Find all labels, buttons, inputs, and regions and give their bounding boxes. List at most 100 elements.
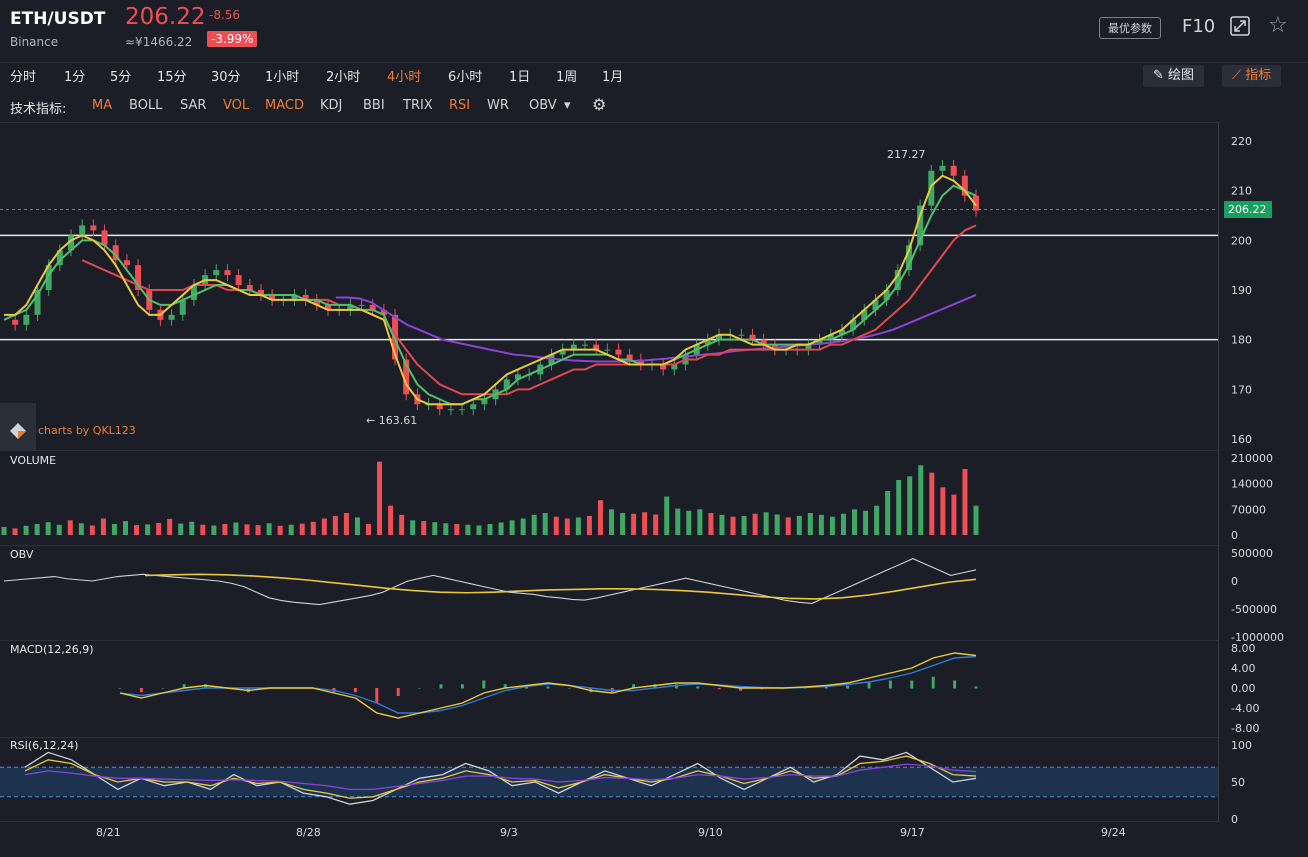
volume-bar xyxy=(752,513,758,535)
volume-bar xyxy=(189,521,195,535)
timeframe-10[interactable]: 1周 xyxy=(556,70,578,85)
macd-histogram-bar xyxy=(824,686,828,689)
macd-histogram-bar xyxy=(696,686,700,689)
timeframe-4[interactable]: 30分 xyxy=(211,70,241,85)
candle-body xyxy=(90,225,97,231)
x-tick: 8/28 xyxy=(296,826,321,839)
macd-histogram-bar xyxy=(953,680,957,689)
price-y-tick: 220 xyxy=(1231,135,1252,148)
candle-body xyxy=(325,304,331,310)
indicator-rsi[interactable]: RSI xyxy=(449,98,471,113)
candle-body xyxy=(615,349,622,355)
timeframe-3[interactable]: 15分 xyxy=(157,70,187,85)
indicator-wr[interactable]: WR xyxy=(487,98,509,113)
macd-histogram-bar xyxy=(867,682,871,689)
ma-purple-line xyxy=(335,294,977,363)
volume-bar xyxy=(774,514,780,535)
cny-price: ≈¥1466.22 xyxy=(125,35,193,49)
candle-body xyxy=(112,245,119,261)
volume-bar xyxy=(697,509,703,535)
indicator-boll[interactable]: BOLL xyxy=(129,98,163,113)
divider xyxy=(0,821,1218,822)
candle-body xyxy=(459,409,466,411)
indicator-vol[interactable]: VOL xyxy=(223,98,250,113)
fullscreen-icon[interactable] xyxy=(1230,16,1250,36)
candle-body xyxy=(660,364,667,370)
indicator-obv[interactable]: OBV xyxy=(529,98,557,113)
rsi-line-2 xyxy=(24,763,977,791)
macd-histogram-bar xyxy=(739,688,743,691)
timeframe-2[interactable]: 5分 xyxy=(110,70,132,85)
indicator-bbi[interactable]: BBI xyxy=(363,98,385,113)
macd-panel-label: MACD(12,26,9) xyxy=(10,643,94,656)
divider xyxy=(0,545,1218,546)
candle-body xyxy=(894,270,901,290)
macd-histogram-bar xyxy=(653,684,657,689)
timeframe-9[interactable]: 1日 xyxy=(509,70,531,85)
volume-bar xyxy=(642,512,648,535)
timeframe-5[interactable]: 1小时 xyxy=(265,70,300,85)
indicator-trix[interactable]: TRIX xyxy=(403,98,433,113)
volume-bar xyxy=(896,480,902,535)
f10-button[interactable]: F10 xyxy=(1182,16,1216,37)
favorite-star-icon[interactable]: ☆ xyxy=(1268,13,1288,38)
timeframe-1[interactable]: 1分 xyxy=(64,70,86,85)
gear-icon[interactable]: ⚙ xyxy=(592,95,607,114)
volume-bar xyxy=(145,524,151,535)
volume-y-tick: 0 xyxy=(1231,529,1238,542)
indicator-sar[interactable]: SAR xyxy=(180,98,207,113)
candle-body xyxy=(738,334,745,336)
volume-bar xyxy=(487,524,493,535)
timeframe-6[interactable]: 2小时 xyxy=(326,70,361,85)
candle-body xyxy=(905,245,912,271)
volume-bar xyxy=(244,524,250,535)
candle-body xyxy=(593,344,600,350)
candle-body xyxy=(939,165,946,171)
timeframe-7[interactable]: 4小时 xyxy=(387,70,422,85)
volume-bar xyxy=(951,494,957,535)
volume-bar xyxy=(818,514,824,535)
macd-histogram-bar xyxy=(182,684,186,689)
volume-bar xyxy=(465,524,471,535)
volume-bar xyxy=(123,521,128,535)
macd-histogram-bar xyxy=(375,688,379,704)
volume-bar xyxy=(620,513,626,535)
candle-body xyxy=(570,344,577,350)
volume-bar xyxy=(167,518,173,535)
pair-name: ETH/USDT xyxy=(10,9,106,29)
timeframe-0[interactable]: 分时 xyxy=(10,70,37,85)
timeframe-8[interactable]: 6小时 xyxy=(448,70,483,85)
indicator-macd[interactable]: MACD xyxy=(265,98,304,113)
volume-bar xyxy=(410,520,416,535)
candle-body xyxy=(436,404,443,410)
indicator-ma[interactable]: MA xyxy=(92,98,113,113)
x-tick: 8/21 xyxy=(96,826,121,839)
draw-tool-button[interactable]: ✎ 绘图 xyxy=(1143,65,1205,87)
best-params-button[interactable]: 最优参数 xyxy=(1099,17,1161,39)
indicators-button[interactable]: ⟋ 指标 xyxy=(1222,65,1282,87)
candle-body xyxy=(973,195,979,211)
volume-bar xyxy=(609,509,614,535)
exchange-name: Binance xyxy=(10,35,59,49)
obv-y-tick: 500000 xyxy=(1231,547,1273,560)
divider xyxy=(0,450,1218,451)
volume-bar xyxy=(664,496,670,535)
candle-body xyxy=(481,399,488,405)
candle-body xyxy=(447,409,454,411)
volume-bar xyxy=(134,525,140,535)
macd-y-tick: -8.00 xyxy=(1231,722,1259,735)
candle-body xyxy=(313,299,320,305)
timeframe-11[interactable]: 1月 xyxy=(602,70,624,85)
volume-bar xyxy=(45,522,51,535)
macd-histogram-bar xyxy=(567,688,571,689)
volume-bar xyxy=(89,525,95,535)
volume-bar xyxy=(332,515,338,535)
macd-y-tick: -4.00 xyxy=(1231,702,1259,715)
candle-body xyxy=(213,270,220,276)
macd-dif-line xyxy=(119,652,977,719)
candle-body xyxy=(861,309,868,320)
indicator-kdj[interactable]: KDJ xyxy=(320,98,343,113)
indicator-dropdown-icon[interactable]: ▾ xyxy=(564,98,571,113)
price-change: -8.56 xyxy=(209,8,241,22)
